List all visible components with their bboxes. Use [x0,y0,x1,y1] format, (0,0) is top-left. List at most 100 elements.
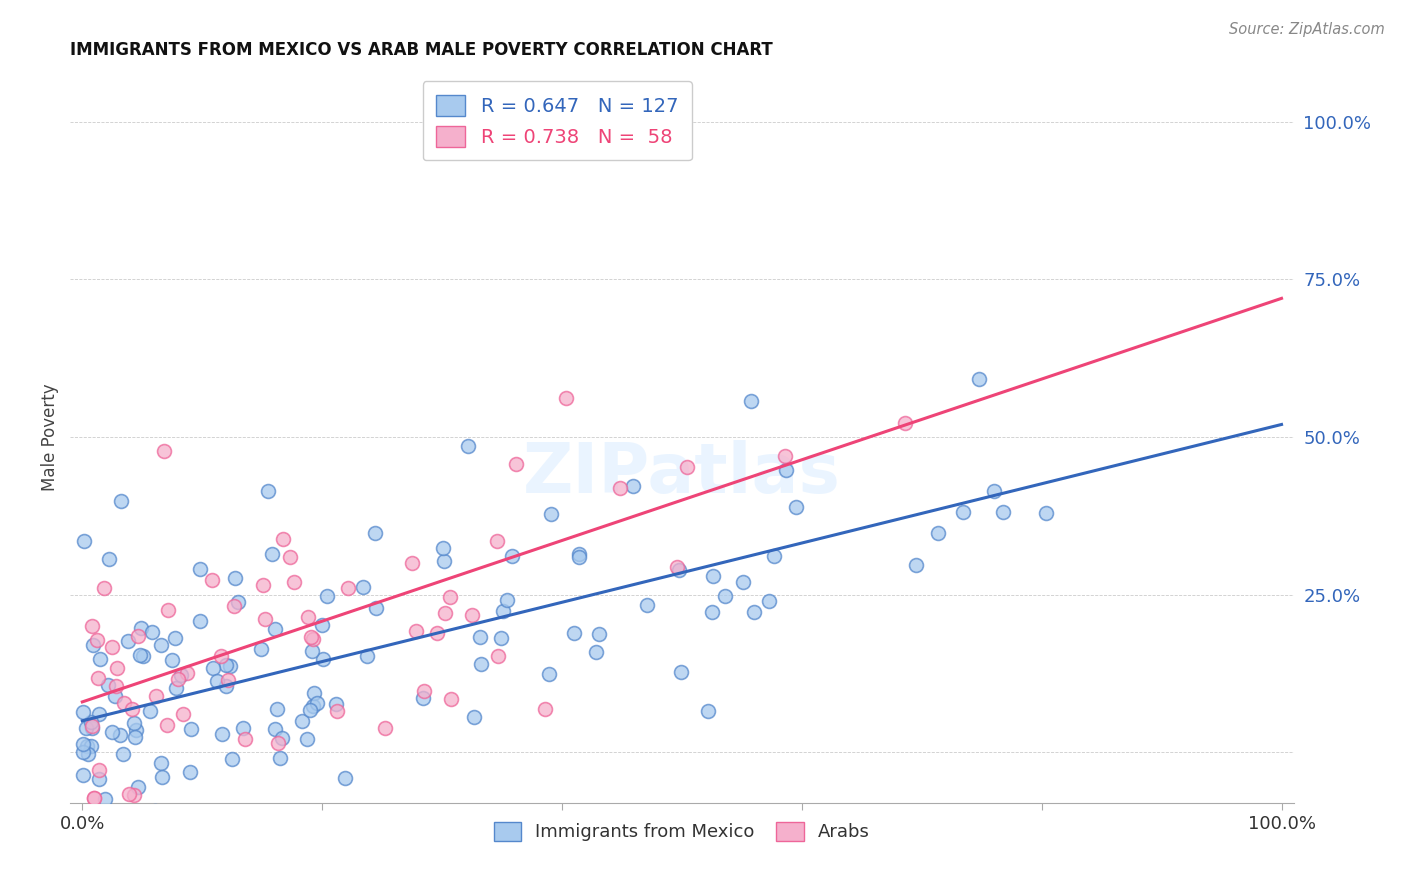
Point [160,653,183,667]
Point [264,622,287,636]
Point [307,696,329,710]
Point [675,459,697,474]
Point [83,791,105,805]
Point [100,724,122,739]
Point [325,705,347,719]
Point [232,721,254,735]
Point [87,763,110,777]
Point [89,707,111,722]
Point [401,557,423,571]
Point [72,768,94,782]
Point [83,790,105,805]
Point [278,549,301,564]
Point [311,617,333,632]
Point [439,590,461,604]
Point [138,704,160,718]
Point [80,739,103,753]
Point [122,715,145,730]
Point [97,678,120,692]
Point [82,721,104,735]
Point [76,739,98,754]
Point [363,526,385,541]
Point [264,722,287,736]
Point [731,574,754,589]
Point [127,780,149,795]
Point [668,563,690,577]
Point [740,393,762,408]
Point [143,811,166,825]
Point [89,875,111,889]
Point [1035,507,1057,521]
Point [991,505,1014,519]
Point [585,645,607,659]
Point [952,505,974,519]
Point [460,608,482,623]
Point [785,500,807,515]
Point [388,822,411,836]
Point [588,627,610,641]
Point [156,718,179,732]
Point [374,721,396,735]
Point [209,648,232,663]
Text: IMMIGRANTS FROM MEXICO VS ARAB MALE POVERTY CORRELATION CHART: IMMIGRANTS FROM MEXICO VS ARAB MALE POVE… [70,41,773,59]
Point [356,649,378,664]
Point [224,571,246,585]
Point [257,483,280,498]
Point [93,581,115,595]
Point [412,691,434,706]
Point [366,601,388,615]
Point [157,603,180,617]
Point [101,640,124,654]
Point [211,727,233,741]
Point [72,887,94,892]
Point [501,549,523,564]
Point [669,665,692,679]
Point [153,443,176,458]
Point [155,827,177,841]
Point [104,679,127,693]
Point [285,850,308,864]
Point [127,628,149,642]
Point [89,652,111,666]
Point [311,652,333,666]
Point [335,771,357,785]
Y-axis label: Male Poverty: Male Poverty [41,384,59,491]
Point [463,710,485,724]
Point [143,805,166,819]
Point [217,673,239,687]
Point [304,686,326,700]
Point [486,534,509,549]
Point [555,391,578,405]
Point [73,533,96,548]
Point [744,606,766,620]
Point [75,721,97,735]
Point [609,481,631,495]
Point [233,731,256,746]
Point [533,702,555,716]
Point [150,638,173,652]
Point [163,631,186,645]
Point [72,705,94,719]
Point [72,745,94,759]
Point [433,554,456,568]
Point [169,668,191,682]
Point [301,699,323,714]
Point [702,606,724,620]
Point [440,691,463,706]
Point [904,558,927,573]
Point [505,457,527,471]
Point [702,569,724,583]
Point [253,612,276,626]
Point [283,575,305,590]
Point [273,532,295,546]
Point [219,659,242,673]
Point [215,679,238,693]
Point [298,703,321,717]
Point [132,649,155,664]
Point [122,789,145,803]
Point [105,661,128,675]
Point [117,633,139,648]
Point [697,704,720,718]
Point [269,751,291,765]
Point [260,548,283,562]
